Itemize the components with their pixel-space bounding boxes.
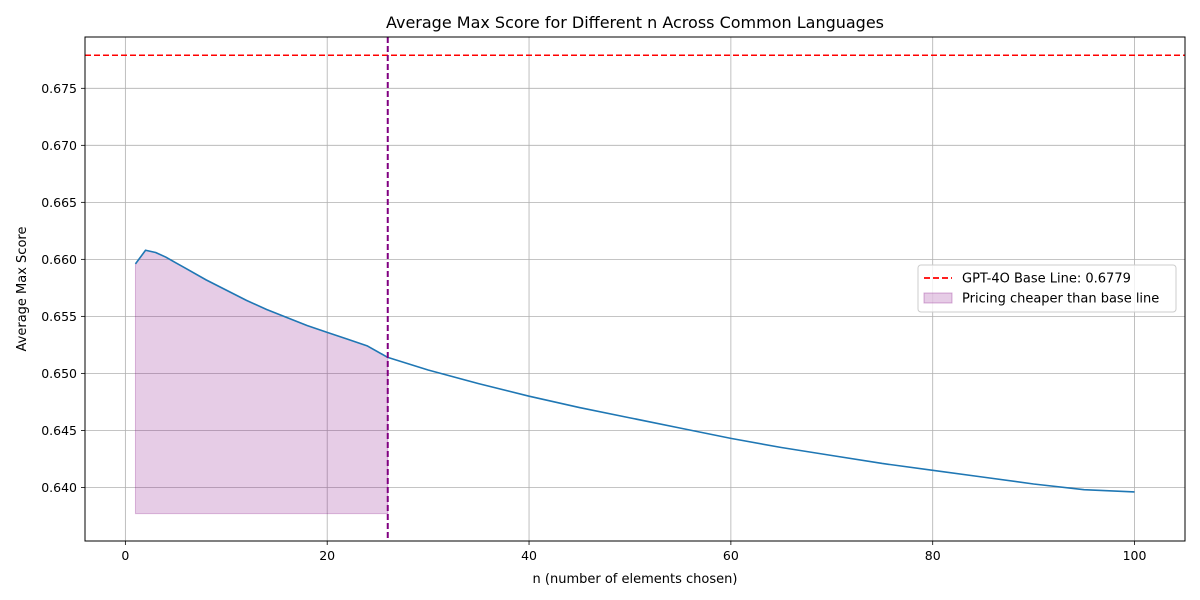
legend-swatch-fill <box>923 292 953 304</box>
y-tick-label: 0.655 <box>41 309 77 324</box>
legend-label-fill: Pricing cheaper than base line <box>962 292 1159 307</box>
fill-area-layer <box>134 249 389 515</box>
x-tick-label: 40 <box>521 548 537 563</box>
ticks: 0 20 40 60 80 100 0.640 0.645 0.650 0.655 0.660 0.6… <box>41 81 1146 563</box>
x-tick-label: 0 <box>121 548 129 563</box>
plot-frame <box>84 36 1186 542</box>
y-axis-label: Average Max Score <box>15 227 30 352</box>
x-tick-label: 80 <box>925 548 941 563</box>
reference-lines <box>85 37 1185 541</box>
x-axis-label: n (number of elements chosen) <box>533 572 738 587</box>
y-tick-label: 0.650 <box>41 366 77 381</box>
x-tick-label: 60 <box>723 548 739 563</box>
fill-area-cheaper-pricing <box>134 249 389 515</box>
legend-label-baseline: GPT-4O Base Line: 0.6779 <box>962 272 1131 287</box>
y-tick-label: 0.675 <box>41 81 77 96</box>
y-tick-label: 0.660 <box>41 252 77 267</box>
y-tick-label: 0.645 <box>41 423 77 438</box>
y-tick-label: 0.670 <box>41 138 77 153</box>
legend: GPT-4O Base Line: 0.6779 Pricing cheaper… <box>917 264 1177 313</box>
x-tick-label: 100 <box>1123 548 1147 563</box>
y-tick-label: 0.665 <box>41 195 77 210</box>
chart-title: Average Max Score for Different n Across… <box>386 13 884 32</box>
y-tick-label: 0.640 <box>41 480 77 495</box>
legend-box <box>917 264 1177 313</box>
x-tick-label: 20 <box>319 548 335 563</box>
